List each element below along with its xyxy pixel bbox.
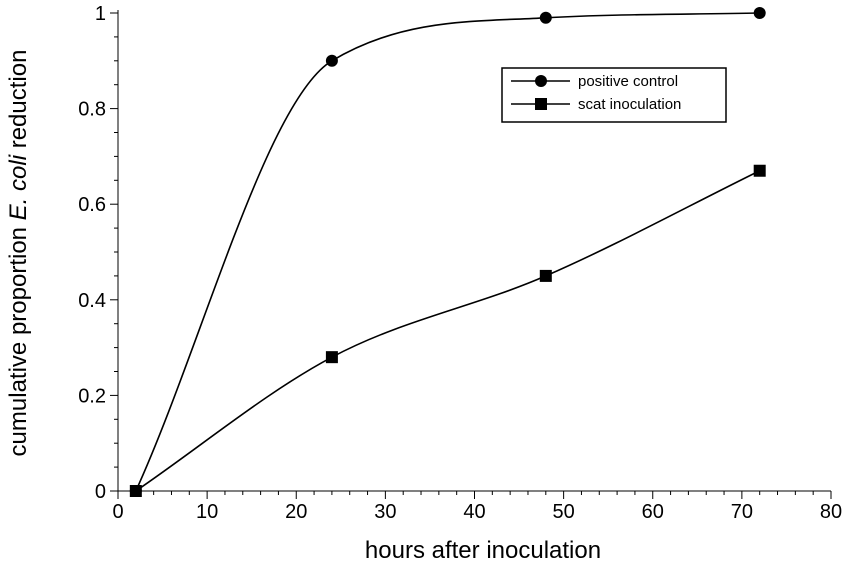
data-point-scat-inoculation: [129, 485, 142, 497]
x-tick-label: 80: [820, 501, 842, 523]
y-axis-title-part-2: reduction: [5, 50, 32, 155]
data-point-scat-inoculation: [753, 164, 766, 177]
series-line-positive-control: [135, 12, 760, 492]
data-point-scat-inoculation: [539, 269, 552, 282]
data-point-positive-control: [325, 54, 338, 67]
legend-label-scat-inoculation: scat inoculation: [578, 96, 681, 113]
data-point-positive-control: [753, 7, 766, 19]
series-layer: [129, 7, 766, 497]
y-tick-label: 0.6: [78, 194, 106, 216]
x-tick-label: 30: [374, 501, 396, 523]
data-point-scat-inoculation: [325, 351, 338, 364]
y-axis-title: cumulative proportion E. coli reduction: [5, 50, 32, 457]
x-tick-label: 0: [112, 501, 123, 523]
x-tick-label: 60: [642, 501, 664, 523]
legend: positive control scat inoculation: [501, 67, 727, 123]
y-tick-label: 0.2: [78, 385, 106, 407]
y-axis-title-part-1: cumulative proportion: [5, 220, 32, 456]
y-axis-title-italic: E. coli: [5, 154, 32, 220]
y-tick-label: 1: [95, 3, 106, 25]
x-tick-label: 20: [285, 501, 307, 523]
series-line-scat-inoculation: [135, 170, 761, 492]
legend-marker-scat-inoculation: [535, 98, 547, 110]
x-tick-label: 70: [731, 501, 753, 523]
ticks: 0 10 20 30 40 50 60 70 80 0 0.2 0.4 0.6 0.8 1: [78, 3, 842, 523]
x-tick-label: 40: [463, 501, 485, 523]
legend-marker-positive-control: [535, 75, 547, 87]
x-tick-label: 50: [553, 501, 575, 523]
y-tick-label: 0.4: [78, 290, 106, 312]
data-point-positive-control: [539, 11, 552, 24]
x-tick-label: 10: [196, 501, 218, 523]
y-tick-label: 0.8: [78, 99, 106, 121]
y-tick-label: 0: [95, 481, 106, 503]
x-axis-title: hours after inoculation: [365, 537, 601, 562]
legend-label-positive-control: positive control: [578, 73, 678, 90]
